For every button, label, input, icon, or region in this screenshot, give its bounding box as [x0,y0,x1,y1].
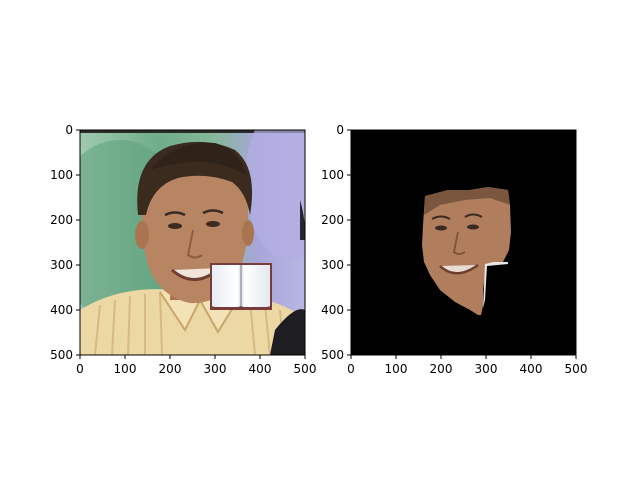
photo-panel [80,130,305,355]
ear-left [135,221,149,249]
y-tick-label: 200 [50,213,73,227]
dark-edge-right [300,200,305,240]
hair-top [150,142,246,175]
photo-top-strip [80,130,305,133]
y-tick-label: 500 [321,348,344,362]
x-tick-label: 500 [565,362,588,376]
masked-mouth [439,263,479,275]
x-tick-label: 400 [249,362,272,376]
masked-eye-left [435,225,447,231]
masked-face [422,187,511,315]
x-tick-label: 400 [520,362,543,376]
eye-right [206,221,220,227]
y-tick-label: 500 [50,348,73,362]
background-blur-purple [245,130,305,260]
y-tick-label: 200 [321,213,344,227]
shirt-stripes [94,291,285,355]
nose [186,229,203,259]
masked-nose [453,231,466,255]
photo-frame [79,129,306,356]
x-tick-label: 100 [114,362,137,376]
y-tick-label: 0 [336,123,344,137]
y-tick-label: 0 [65,123,73,137]
y-tick-label: 400 [50,303,73,317]
x-tick-label: 0 [76,362,84,376]
mask-panel [351,130,576,355]
masked-eyebrows [431,213,483,220]
eye-left [168,223,182,229]
y-tick-label: 100 [321,168,344,182]
x-tick-label: 100 [385,362,408,376]
y-tick-label: 300 [321,258,344,272]
x-tick-label: 0 [347,362,355,376]
ear-right [242,220,254,246]
mask-frame [350,129,577,356]
y-tick-label: 400 [321,303,344,317]
mask-cut-edge [483,262,508,308]
masked-eye-right [467,224,479,230]
book-occluder [210,263,272,310]
x-tick-label: 300 [475,362,498,376]
x-tick-label: 200 [159,362,182,376]
y-tick-label: 300 [50,258,73,272]
masked-hair-edge [424,187,510,215]
y-tick-label: 100 [50,168,73,182]
x-tick-label: 500 [294,362,317,376]
dark-figure-right [270,309,305,355]
x-tick-label: 300 [204,362,227,376]
x-tick-label: 200 [430,362,453,376]
book-bottom-edge [211,306,271,310]
eyebrows [164,209,224,217]
